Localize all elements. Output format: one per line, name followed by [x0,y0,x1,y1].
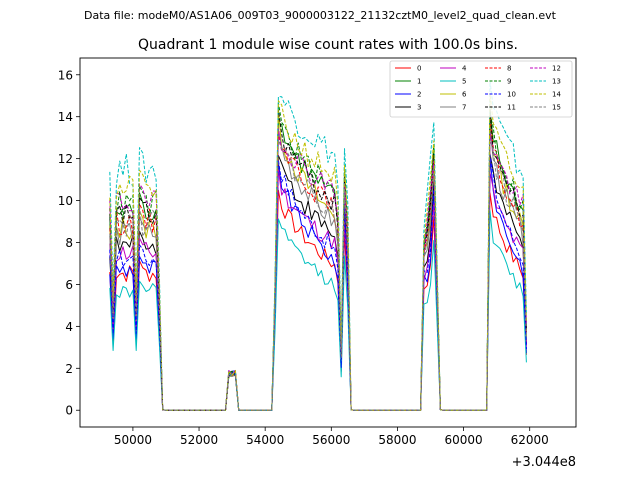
legend-label: 0 [417,65,421,73]
chart-title: Quadrant 1 module wise count rates with … [138,37,518,53]
y-tick-label: 4 [65,320,73,334]
x-tick-label: 56000 [312,433,350,447]
y-tick-label: 10 [58,194,73,208]
x-tick-label: 52000 [180,433,218,447]
y-axis: 0 2 4 6 8 10 12 14 16 [58,68,80,418]
series-line-15 [109,139,527,411]
legend-label: 14 [552,91,561,99]
legend-label: 12 [552,65,561,73]
x-tick-label: 62000 [511,433,549,447]
x-tick-label: 60000 [444,433,482,447]
series-line-14 [109,92,527,411]
series-layer [109,80,527,411]
y-tick-label: 6 [65,278,73,292]
legend-label: 5 [462,78,466,86]
x-axis: 50000 52000 54000 56000 58000 60000 62000 [114,427,549,447]
legend-label: 4 [462,65,467,73]
legend-label: 9 [507,78,511,86]
y-tick-label: 2 [65,362,73,376]
x-tick-label: 50000 [114,433,152,447]
legend-label: 1 [417,78,421,86]
y-tick-label: 0 [65,404,73,418]
legend-label: 7 [462,104,466,112]
legend-box [389,60,573,118]
legend-label: 15 [552,104,561,112]
y-tick-label: 12 [58,152,73,166]
legend-label: 6 [462,91,467,99]
x-tick-label: 58000 [378,433,416,447]
y-tick-label: 14 [58,110,73,124]
legend-label: 2 [417,91,421,99]
legend-label: 10 [507,91,516,99]
y-tick-label: 8 [65,236,73,250]
x-offset-label: +3.044e8 [512,455,576,470]
y-tick-label: 16 [58,68,73,82]
legend-label: 3 [417,104,421,112]
x-tick-label: 54000 [246,433,284,447]
legend-label: 11 [507,104,516,112]
data-file-label: Data file: modeM0/AS1A06_009T03_90000031… [84,9,557,22]
legend-label: 8 [507,65,511,73]
legend-label: 13 [552,78,561,86]
